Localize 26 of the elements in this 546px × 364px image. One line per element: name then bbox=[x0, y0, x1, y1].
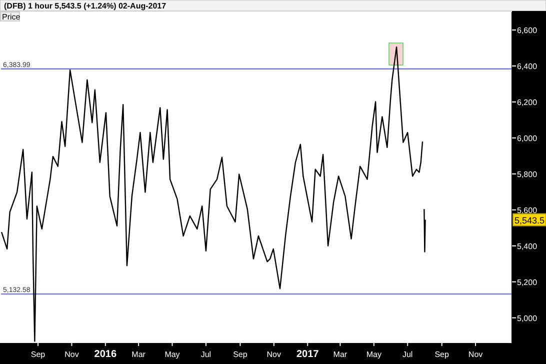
y-tick-label: 5,000 bbox=[517, 314, 538, 323]
y-tick-label: 5,200 bbox=[517, 278, 538, 287]
x-tick-label: 2017 bbox=[296, 349, 320, 360]
x-tick-label: Sep bbox=[30, 350, 46, 359]
y-tick-label: 6,000 bbox=[517, 134, 538, 143]
x-tick-label: Nov bbox=[468, 350, 483, 359]
x-tick-label: Mar bbox=[333, 350, 348, 359]
text: 5,543.5 bbox=[514, 215, 545, 226]
x-tick-label: Sep bbox=[434, 350, 450, 359]
x-tick-label: May bbox=[366, 350, 382, 359]
y-tick-label: 5,800 bbox=[517, 170, 538, 179]
x-tick-label: Jul bbox=[402, 350, 413, 359]
x-tick-label: Nov bbox=[266, 350, 282, 359]
y-tick-label: 5,600 bbox=[517, 206, 538, 215]
chart-title: (DFB) 1 hour 5,543.5 (+1.24%) 02-Aug-2017 bbox=[4, 2, 167, 10]
y-tick-label: 6,200 bbox=[517, 98, 538, 107]
y-axis-title: Price bbox=[2, 12, 21, 22]
y-tick-label: 6,600 bbox=[517, 26, 538, 35]
x-tick-label: Jul bbox=[200, 350, 212, 359]
x-tick-label: Mar bbox=[132, 350, 146, 359]
x-tick-label: 2016 bbox=[94, 349, 117, 360]
y-tick-label: 6,400 bbox=[517, 62, 538, 71]
x-tick-label: May bbox=[164, 350, 180, 359]
y-tick-label: 5,400 bbox=[517, 242, 538, 251]
x-tick-label: Sep bbox=[233, 350, 248, 359]
x-tick-label: Nov bbox=[64, 350, 79, 359]
